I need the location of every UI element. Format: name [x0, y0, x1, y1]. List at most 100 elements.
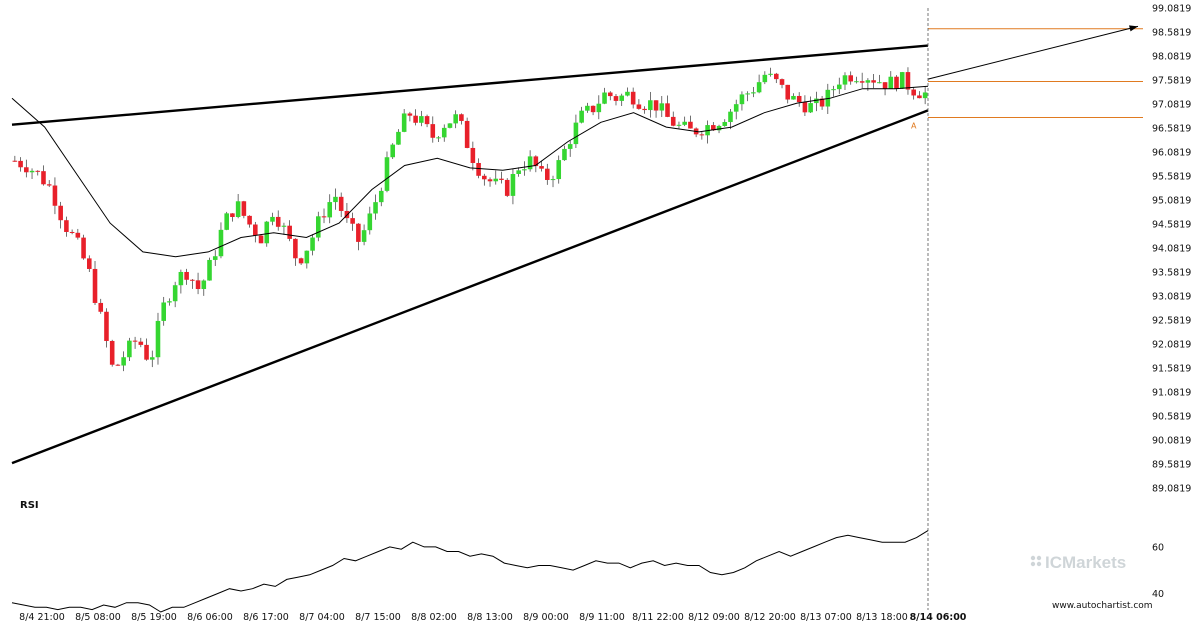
candle-body [155, 320, 161, 358]
candle-body [224, 213, 229, 230]
x-tick-label: 8/7 15:00 [355, 612, 401, 623]
candle-body [470, 147, 476, 163]
candle-body [115, 364, 121, 366]
candle-body [665, 103, 670, 117]
x-tick-label: 8/8 13:00 [467, 612, 513, 623]
candle-body [819, 98, 825, 107]
candle-body [253, 224, 258, 236]
candle-body [81, 237, 86, 259]
watermark-logo: ICMarkets [1030, 553, 1126, 572]
candle-body [905, 72, 911, 90]
candle-body [453, 114, 458, 124]
candle-body [270, 216, 275, 222]
x-tick-label: 8/12 20:00 [744, 612, 796, 623]
upper-trendline [11, 44, 929, 126]
candle-body [625, 91, 630, 96]
y-axis: 99.0819 98.5819 98.0819 97.5819 97.0819 96.58… [1152, 4, 1191, 495]
candle-body [711, 125, 716, 131]
candle-body [92, 268, 98, 303]
y-tick-label: 94.5819 [1152, 220, 1191, 231]
candle-body [184, 271, 189, 280]
candle-body [338, 196, 344, 211]
candle-body [390, 144, 396, 158]
candle-body [642, 108, 647, 111]
candle-body [29, 170, 35, 173]
candle-body [802, 102, 808, 113]
candle-body [321, 216, 327, 218]
y-tick-label: 94.0819 [1152, 244, 1191, 255]
candle-body [264, 221, 270, 244]
x-tick-label: 8/12 09:00 [688, 612, 740, 623]
candle-body [619, 95, 625, 101]
candle-body [424, 116, 430, 125]
candle-body [791, 95, 796, 100]
candle-body [178, 271, 184, 286]
candle-body [676, 124, 682, 126]
y-tick-label: 93.0819 [1152, 292, 1191, 303]
candle-body [218, 229, 224, 257]
candle-body [670, 116, 676, 126]
candle-body [230, 213, 235, 217]
y-tick-label: 97.5819 [1152, 76, 1191, 87]
candle-body [539, 166, 544, 169]
candle-body [172, 285, 178, 302]
x-tick-label: 8/14 06:00 [910, 612, 967, 623]
y-tick-label: 99.0819 [1152, 4, 1191, 15]
candle-body [378, 190, 384, 203]
candle-body [235, 201, 241, 217]
y-tick-label: 92.0819 [1152, 340, 1191, 351]
candle-body [46, 184, 52, 186]
candle-body [745, 93, 750, 95]
candle-body [768, 73, 773, 75]
candle-body [779, 79, 785, 85]
candle-body [12, 160, 18, 162]
y-tick-label: 98.0819 [1152, 52, 1191, 63]
candle-body [854, 81, 859, 83]
projection-arrow [927, 25, 1139, 80]
candle-body [212, 256, 218, 260]
candle-body [356, 223, 361, 242]
candle-body [459, 114, 464, 121]
candle-body [476, 162, 481, 176]
y-tick-label: 89.5819 [1152, 460, 1191, 471]
x-tick-label: 8/9 00:00 [523, 612, 569, 623]
candle-body [149, 357, 155, 360]
candle-body [728, 111, 733, 123]
candle-body [567, 144, 573, 149]
candle-body [298, 258, 304, 264]
candle-body [310, 237, 315, 251]
candle-body [865, 80, 871, 83]
y-tick-label: 89.0819 [1152, 484, 1191, 495]
price-levels [928, 28, 1143, 119]
candle-body [814, 98, 819, 104]
pattern-point-label: A [911, 122, 917, 131]
candle-body [499, 178, 504, 180]
candle-body [396, 131, 401, 145]
arrowhead-icon [1129, 25, 1138, 32]
candle-body [888, 76, 894, 89]
candle-body [739, 94, 745, 105]
candle-body [533, 156, 539, 167]
candle-body [556, 160, 562, 180]
candle-body [207, 259, 212, 281]
candle-body [762, 74, 768, 83]
candle-body [808, 103, 813, 113]
y-tick-label: 91.0819 [1152, 388, 1191, 399]
candle-body [350, 218, 355, 224]
candle-body [653, 100, 659, 111]
candle-body [699, 134, 705, 136]
candle-body [613, 96, 619, 101]
candle-body [562, 148, 567, 161]
candle-body [447, 123, 453, 128]
candle-body [882, 82, 888, 89]
candle-body [64, 220, 69, 232]
candle-body [315, 216, 321, 238]
candle-body [121, 357, 126, 366]
candle-body [384, 157, 390, 191]
candle-body [293, 238, 298, 259]
candle-body [167, 301, 172, 303]
rsi-axis: 60 40 [1152, 542, 1164, 600]
candle-body [275, 216, 281, 227]
x-tick-label: 8/6 06:00 [187, 612, 233, 623]
